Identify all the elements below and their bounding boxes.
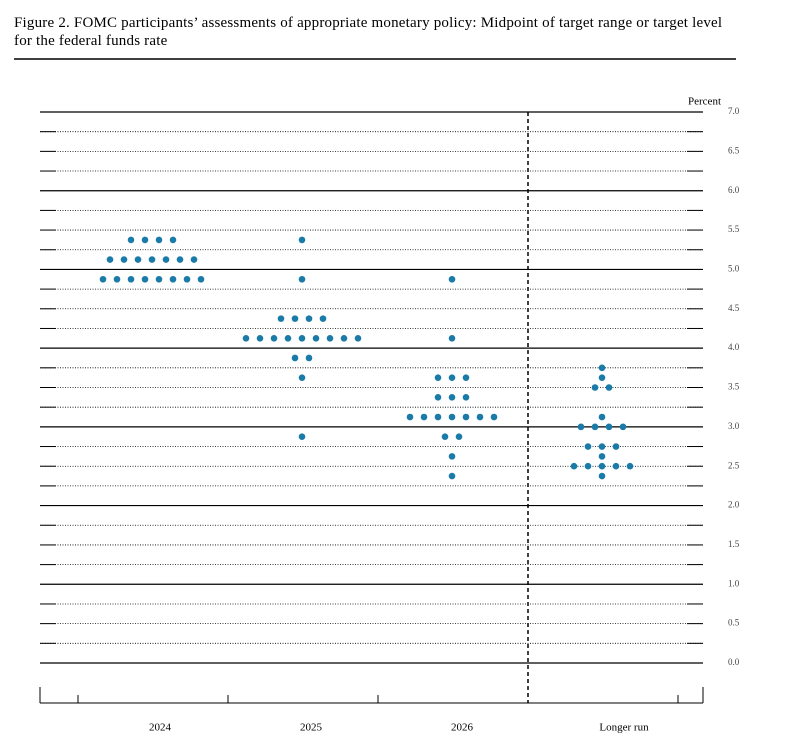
- y-tick-label: 6.5: [728, 145, 740, 155]
- dot: [291, 315, 299, 322]
- y-tick-label: 2.5: [728, 460, 740, 470]
- dot: [134, 256, 142, 263]
- dot: [584, 443, 592, 450]
- dot: [354, 335, 362, 342]
- dot: [242, 335, 250, 342]
- y-tick-label: 3.5: [728, 382, 740, 392]
- dot: [305, 315, 313, 322]
- dot: [256, 335, 264, 342]
- dot: [462, 374, 470, 381]
- dot: [284, 335, 292, 342]
- dot: [291, 354, 299, 362]
- dot: [626, 462, 634, 470]
- dot: [448, 453, 456, 460]
- dot: [591, 384, 599, 391]
- dot: [598, 462, 606, 470]
- dot: [490, 413, 498, 421]
- dot: [598, 472, 606, 480]
- dot: [141, 236, 149, 244]
- y-tick-label: 5.0: [728, 263, 740, 273]
- dot: [169, 236, 177, 244]
- dot: [162, 256, 170, 263]
- dot: [598, 453, 606, 460]
- y-tick-label: 6.0: [728, 185, 740, 195]
- dot: [476, 413, 484, 421]
- dot: [448, 472, 456, 480]
- dot: [448, 374, 456, 381]
- dot: [598, 413, 606, 421]
- dot: [448, 394, 456, 401]
- dot: [120, 256, 128, 263]
- dot: [462, 394, 470, 401]
- dot: [298, 236, 306, 244]
- dot: [598, 374, 606, 381]
- title-box: Figure 2. FOMC participants’ assessments…: [14, 15, 723, 49]
- dot: [277, 315, 285, 322]
- dot: [312, 335, 320, 342]
- dot: [591, 423, 599, 431]
- dot: [577, 423, 585, 431]
- dot: [406, 413, 414, 421]
- dot: [455, 433, 463, 440]
- chart-title: Figure 2. FOMC participants’ assessments…: [14, 15, 723, 49]
- dot: [99, 275, 107, 283]
- x-tick-label: 2025: [300, 722, 323, 734]
- y-tick-label: 0.0: [728, 657, 740, 667]
- dot: [298, 433, 306, 440]
- dot: [441, 433, 449, 440]
- dot: [326, 335, 334, 342]
- dot: [448, 413, 456, 421]
- dot: [298, 335, 306, 342]
- y-tick-label: 2.0: [728, 500, 740, 510]
- dot: [298, 275, 306, 283]
- y-tick-label: 1.0: [728, 578, 740, 588]
- dot: [340, 335, 348, 342]
- dot: [305, 354, 313, 362]
- dot: [298, 374, 306, 381]
- dot: [155, 275, 163, 283]
- y-axis-label: Percent: [688, 96, 721, 108]
- dot: [584, 462, 592, 470]
- dot: [113, 275, 121, 283]
- y-tick-label: 7.0: [728, 106, 740, 116]
- y-tick-label: 1.5: [728, 539, 740, 549]
- dot: [619, 423, 627, 431]
- x-tick-label: 2024: [149, 722, 172, 734]
- dot: [570, 462, 578, 470]
- dot: [190, 256, 198, 263]
- dot: [598, 364, 606, 372]
- dot: [183, 275, 191, 283]
- y-tick-label: 3.0: [728, 421, 740, 431]
- dot: [106, 256, 114, 263]
- dot: [141, 275, 149, 283]
- dot: [434, 374, 442, 381]
- dot: [155, 236, 163, 244]
- dot: [462, 413, 470, 421]
- dot: [605, 384, 613, 391]
- dot: [197, 275, 205, 283]
- y-tick-label: 4.0: [728, 342, 740, 352]
- dot: [270, 335, 278, 342]
- dot: [127, 275, 135, 283]
- x-tick-label: Longer run: [599, 722, 649, 734]
- dot: [612, 462, 620, 470]
- dot: [434, 394, 442, 401]
- dot: [612, 443, 620, 450]
- dot: [598, 443, 606, 450]
- y-tick-label: 5.5: [728, 224, 740, 234]
- dot: [448, 275, 456, 283]
- y-tick-label: 0.5: [728, 618, 740, 628]
- y-tick-label: 4.5: [728, 303, 740, 313]
- dot: [420, 413, 428, 421]
- dot: [434, 413, 442, 421]
- dot: [448, 335, 456, 342]
- dot: [148, 256, 156, 263]
- dot: [127, 236, 135, 244]
- dot: [605, 423, 613, 431]
- dot: [169, 275, 177, 283]
- x-tick-label: 2026: [451, 722, 474, 734]
- dot: [319, 315, 327, 322]
- dot: [176, 256, 184, 263]
